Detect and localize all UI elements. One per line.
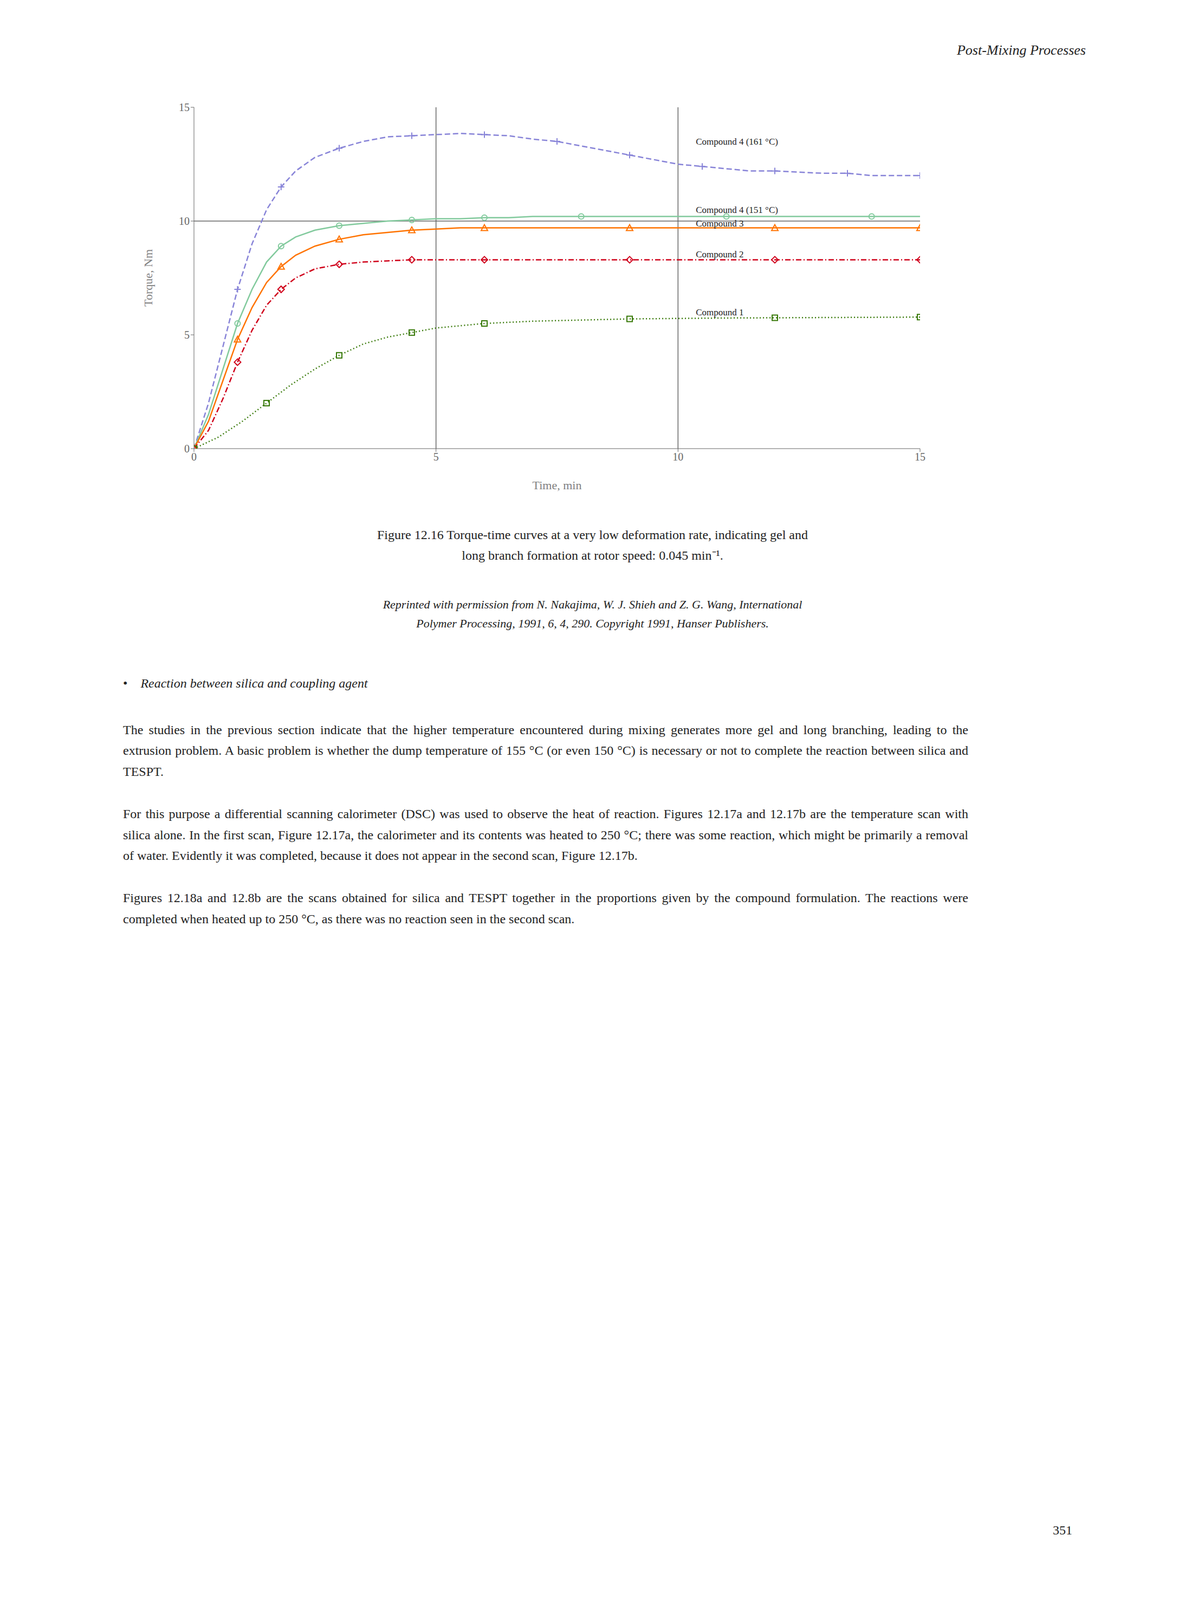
svg-text:Compound 3: Compound 3 (695, 218, 744, 229)
svg-text:Compound 2: Compound 2 (695, 249, 744, 260)
svg-text:15: 15 (914, 450, 926, 463)
html-text:The studies in the previous se: The studies in the previous section indi… (122, 722, 969, 779)
html-text:Post-Mixing Processes: Post-Mixing Processes (956, 42, 1086, 58)
svg-text:Compound 1: Compound 1 (695, 307, 744, 318)
html-text:long branch formation at rotor: long branch formation at rotor speed: 0.… (461, 548, 724, 563)
html-text:Reaction between silica and co: Reaction between silica and coupling age… (140, 676, 368, 691)
svg-text:Compound 4 (161 °C): Compound 4 (161 °C) (695, 136, 779, 147)
html-text:Figures 12.18a and 12.8b are t: Figures 12.18a and 12.8b are the scans o… (122, 890, 969, 926)
html-text:Reprinted with permission from: Reprinted with permission from N. Nakaji… (382, 597, 803, 612)
svg-text:Torque, Nm: Torque, Nm (141, 249, 155, 307)
svg-text:0: 0 (191, 450, 197, 463)
svg-text:0: 0 (184, 442, 190, 455)
html-text:For this purpose a differentia: For this purpose a differential scanning… (122, 806, 969, 863)
svg-text:Time, min: Time, min (532, 478, 582, 492)
html-text:Figure 12.16 Torque-time curve: Figure 12.16 Torque-time curves at a ver… (377, 527, 808, 542)
html-text:Polymer Processing, 1991, 6, 4: Polymer Processing, 1991, 6, 4, 290. Cop… (416, 616, 769, 631)
svg-text:5: 5 (433, 450, 439, 463)
svg-text:15: 15 (178, 101, 190, 114)
html-text:351: 351 (1052, 1523, 1073, 1538)
svg-text:5: 5 (184, 328, 190, 341)
svg-text:10: 10 (178, 215, 190, 228)
svg-text:10: 10 (672, 450, 684, 463)
svg-text:Compound 4 (151 °C): Compound 4 (151 °C) (695, 204, 779, 216)
